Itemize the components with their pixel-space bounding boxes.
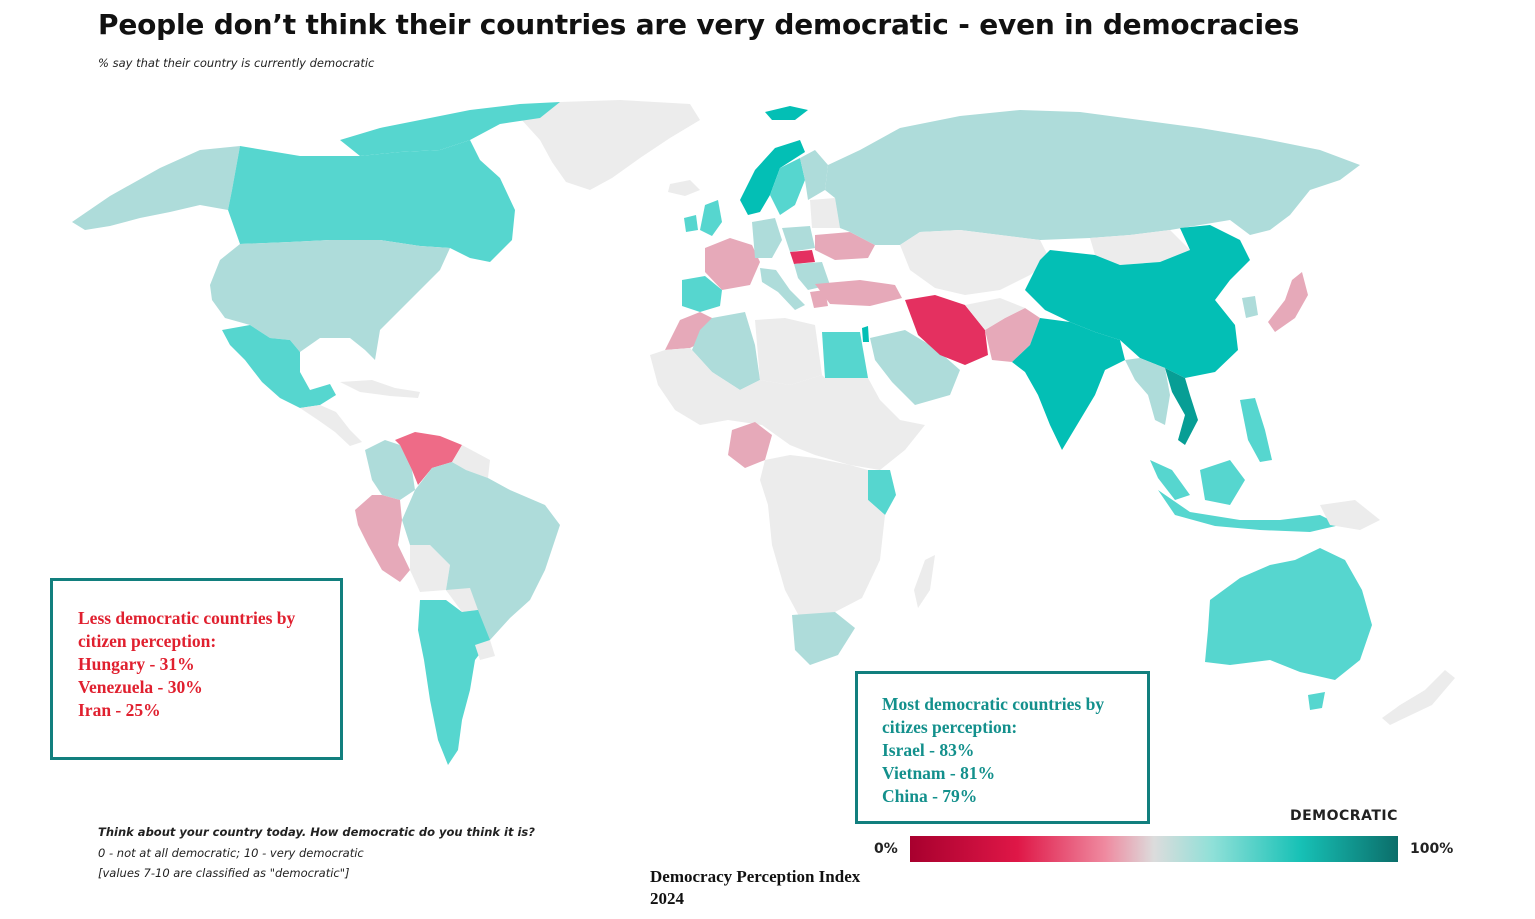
less-callout-line: Less democratic countries by [78,608,296,628]
region-kenya[interactable] [868,470,896,515]
region-libya[interactable] [755,318,822,385]
legend-gradient-bar [910,836,1398,862]
region-malaysia[interactable] [1150,460,1190,500]
region-alaska[interactable] [72,146,240,230]
region-nigeria[interactable] [728,422,772,468]
region-france[interactable] [705,238,760,290]
region-caribbean[interactable] [340,380,420,398]
region-australia[interactable] [1205,548,1372,680]
region-uk[interactable] [700,200,722,236]
region-ireland[interactable] [684,215,698,232]
most-callout-line: Vietnam - 81% [882,763,996,783]
region-central-asia[interactable] [900,230,1050,295]
region-philippines[interactable] [1240,398,1272,462]
region-north-africa-rest[interactable] [650,348,925,470]
source-line-2: 2024 [650,889,684,908]
chart-title: People don’t think their countries are v… [98,8,1300,41]
most-callout-line: Israel - 83% [882,740,975,760]
region-brazil[interactable] [402,462,560,640]
region-mongolia[interactable] [1090,230,1190,265]
less-callout-line: Venezuela - 30% [78,677,203,697]
legend-min-label: 0% [874,841,898,857]
less-callout-line: Iran - 25% [78,700,161,720]
region-japan[interactable] [1268,272,1308,332]
legend-max-label: 100% [1410,841,1454,857]
world-map [72,100,1455,765]
most-democratic-callout: Most democratic countries by citizes per… [855,671,1150,824]
chart-subtitle: % say that their country is currently de… [98,56,375,70]
region-new-zealand[interactable] [1382,670,1455,725]
region-iceland[interactable] [668,180,700,196]
region-belarus-baltics[interactable] [810,198,840,228]
region-balkans[interactable] [794,262,830,290]
region-bolivia[interactable] [410,545,450,592]
region-argentina-chile[interactable] [418,600,490,765]
region-ukraine[interactable] [815,232,875,260]
region-guianas[interactable] [452,445,490,478]
most-callout-line: China - 79% [882,786,978,806]
region-china[interactable] [1025,225,1250,378]
region-united-states[interactable] [210,240,450,360]
region-greenland[interactable] [520,100,700,190]
region-afghanistan[interactable] [965,298,1025,330]
region-israel[interactable] [862,326,869,342]
region-italy[interactable] [760,268,805,310]
region-canada[interactable] [228,140,515,262]
most-callout-line: citizes perception: [882,717,1018,737]
less-callout-line: citizen perception: [78,631,217,651]
region-tasmania[interactable] [1308,692,1325,710]
region-spain[interactable] [682,276,722,312]
legend-title: DEMOCRATIC [1290,808,1398,824]
most-callout-line: Most democratic countries by [882,694,1105,714]
region-uruguay[interactable] [475,640,495,660]
region-finland[interactable] [800,150,828,200]
region-paraguay[interactable] [446,588,478,612]
region-poland[interactable] [782,226,815,252]
region-algeria[interactable] [692,312,760,390]
source-line-1: Democracy Perception Index [650,867,861,886]
region-svalbard[interactable] [765,106,808,120]
less-democratic-callout: Less democratic countries by citizen per… [50,578,343,760]
region-new-guinea[interactable] [1320,500,1380,530]
region-borneo[interactable] [1200,460,1245,505]
classification-note: [values 7-10 are classified as "democrat… [98,866,350,880]
region-peru[interactable] [355,495,410,582]
region-myanmar-thailand[interactable] [1125,358,1170,425]
region-vietnam[interactable] [1165,368,1198,445]
region-mexico[interactable] [222,325,336,408]
survey-question: Think about your country today. How demo… [98,825,535,839]
region-south-korea[interactable] [1242,296,1258,318]
region-south-africa[interactable] [792,612,855,665]
region-sweden[interactable] [770,158,805,215]
scale-note: 0 - not at all democratic; 10 - very dem… [98,846,364,860]
region-colombia[interactable] [365,440,415,500]
region-germany[interactable] [752,218,782,258]
region-central-south-africa[interactable] [760,455,885,618]
region-egypt[interactable] [822,332,868,378]
region-russia[interactable] [825,110,1360,245]
region-hungary[interactable] [790,250,815,264]
less-callout-line: Hungary - 31% [78,654,195,674]
region-saudi-arabia[interactable] [870,330,960,405]
region-turkey[interactable] [815,280,902,306]
region-iran[interactable] [905,295,988,365]
region-india[interactable] [1012,318,1125,450]
region-pakistan[interactable] [985,308,1040,362]
region-central-america[interactable] [300,405,362,446]
region-venezuela[interactable] [395,432,462,485]
source-label: Democracy Perception Index 2024 [650,866,860,910]
region-madagascar[interactable] [914,555,935,608]
region-canadian-arctic[interactable] [340,102,560,156]
region-indonesia[interactable] [1158,490,1340,532]
region-norway[interactable] [740,140,805,215]
